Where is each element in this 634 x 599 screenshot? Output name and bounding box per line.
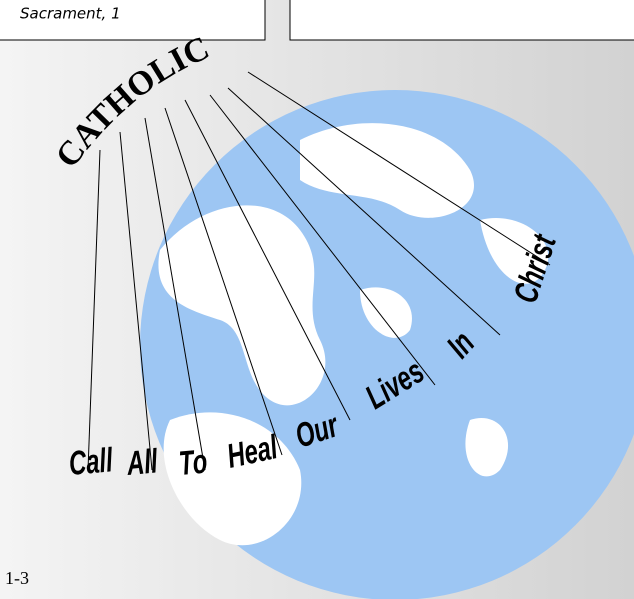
- connector-lines: [87, 71, 551, 471]
- text-box: [0, 0, 266, 41]
- globe: [140, 90, 634, 599]
- box-text: Sacrament, 1: [20, 5, 121, 23]
- slide-number: 1-3: [5, 568, 29, 588]
- phrase-word: To: [177, 443, 208, 484]
- text-box: [289, 0, 634, 41]
- phrase-word: All: [125, 442, 160, 483]
- phrase-word: Call: [67, 441, 114, 483]
